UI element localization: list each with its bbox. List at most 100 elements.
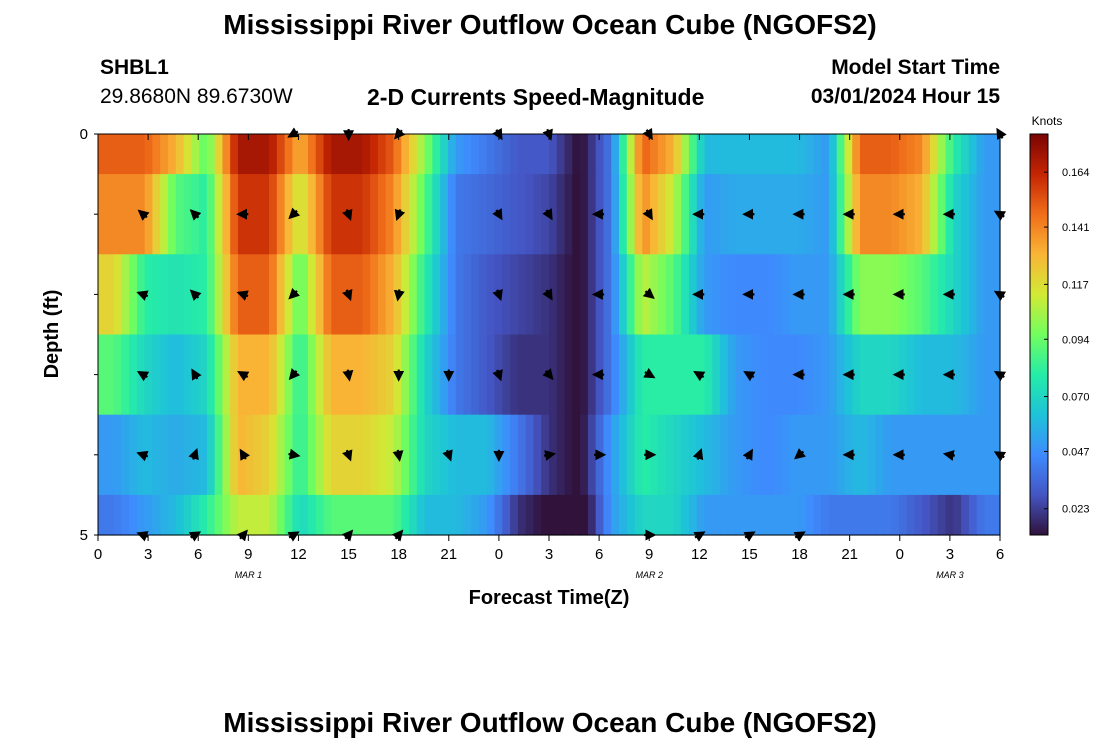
y-tick-label: 0 (80, 126, 88, 143)
heatmap-cell (937, 494, 947, 536)
heatmap-cell (813, 134, 822, 175)
heatmap-cell (300, 494, 309, 536)
heatmap-cell (688, 414, 698, 496)
heatmap-cell (766, 134, 776, 175)
heatmap-cell (976, 134, 986, 175)
heatmap-cell (463, 254, 472, 336)
heatmap-cell (447, 254, 457, 336)
heatmap-cell (953, 494, 962, 536)
heatmap-cell (385, 254, 395, 336)
heatmap-cell (214, 174, 224, 255)
heatmap-cell (175, 174, 185, 255)
x-tick-label: 3 (144, 546, 152, 563)
heatmap-cell (206, 174, 216, 255)
heatmap-cell (315, 254, 325, 336)
heatmap-cell (828, 254, 838, 336)
heatmap-cell (315, 134, 325, 175)
heatmap-cell (821, 334, 830, 416)
heatmap-cell (961, 414, 970, 496)
heatmap-cell (626, 494, 636, 536)
heatmap-cell (953, 134, 962, 175)
heatmap-cell (556, 174, 566, 255)
heatmap-cell (922, 494, 931, 536)
heatmap-cell (712, 494, 721, 536)
heatmap-cell (300, 174, 309, 255)
heatmap-cell (821, 494, 830, 536)
heatmap-cell (121, 174, 130, 255)
heatmap-cell (129, 414, 138, 496)
heatmap-cell (813, 254, 822, 336)
heatmap-cell (805, 174, 814, 255)
current-vector-arrow (743, 371, 756, 382)
heatmap-cell (276, 334, 286, 416)
heatmap-cell (790, 414, 799, 496)
heatmap-cell (447, 134, 457, 175)
heatmap-cell (409, 334, 418, 416)
heatmap-cell (222, 414, 231, 496)
heatmap-cell (455, 254, 465, 336)
heatmap-cell (98, 254, 107, 336)
heatmap-cell (105, 334, 115, 416)
heatmap-cell (144, 494, 154, 536)
heatmap-cells (98, 134, 1001, 536)
heatmap-cell (704, 254, 713, 336)
colorbar-tick-label: 0.047 (1062, 446, 1090, 458)
heatmap-cell (961, 334, 970, 416)
heatmap-cell (688, 494, 698, 536)
heatmap-cell (98, 494, 107, 536)
heatmap-cell (121, 414, 130, 496)
current-vector-arrow (288, 287, 301, 300)
heatmap-cell (961, 254, 970, 336)
colorbar-tick-label: 0.117 (1062, 279, 1089, 291)
heatmap-cell (564, 334, 573, 416)
heatmap-cell (735, 134, 744, 175)
heatmap-cell (805, 254, 814, 336)
heatmap-cell (214, 414, 224, 496)
heatmap-cell (245, 174, 255, 255)
heatmap-cell (230, 134, 239, 175)
heatmap-cell (416, 494, 426, 536)
heatmap-cell (354, 134, 363, 175)
heatmap-cell (556, 334, 566, 416)
heatmap-cell (525, 334, 535, 416)
heatmap-cell (121, 494, 130, 536)
heatmap-cell (727, 414, 737, 496)
heatmap-cell (937, 334, 947, 416)
heatmap-cell (214, 254, 224, 336)
heatmap-cell (634, 174, 643, 255)
heatmap-cell (346, 134, 356, 175)
heatmap-cell (525, 254, 535, 336)
heatmap-cell (766, 174, 776, 255)
heatmap-cell (860, 334, 869, 416)
heatmap-cell (797, 494, 807, 536)
heatmap-cell (720, 254, 729, 336)
heatmap-cell (206, 254, 216, 336)
current-vector-arrow (492, 208, 503, 221)
heatmap-cell (261, 174, 270, 255)
heatmap-cell (572, 174, 581, 255)
heatmap-cell (720, 174, 729, 255)
heatmap-cell (354, 414, 363, 496)
heatmap-cell (727, 254, 737, 336)
heatmap-cell (549, 174, 558, 255)
heatmap-cell (307, 334, 317, 416)
x-tick-label: 6 (996, 546, 1004, 563)
x-tick-label: 0 (896, 546, 904, 563)
heatmap-cell (269, 174, 278, 255)
heatmap-cell (603, 134, 612, 175)
heatmap-cell (976, 334, 986, 416)
heatmap-cell (914, 414, 923, 496)
heatmap-cell (968, 134, 978, 175)
heatmap-cell (129, 494, 138, 536)
main-title: Mississippi River Outflow Ocean Cube (NG… (223, 9, 877, 40)
heatmap-cell (486, 414, 496, 496)
heatmap-cell (424, 494, 433, 536)
heatmap-cell (455, 414, 465, 496)
heatmap-cell (976, 414, 986, 496)
heatmap-cell (657, 334, 667, 416)
heatmap-cell (852, 174, 861, 255)
heatmap-cell (930, 494, 939, 536)
heatmap-cell (98, 334, 107, 416)
heatmap-cell (595, 134, 605, 175)
heatmap-cell (883, 174, 892, 255)
